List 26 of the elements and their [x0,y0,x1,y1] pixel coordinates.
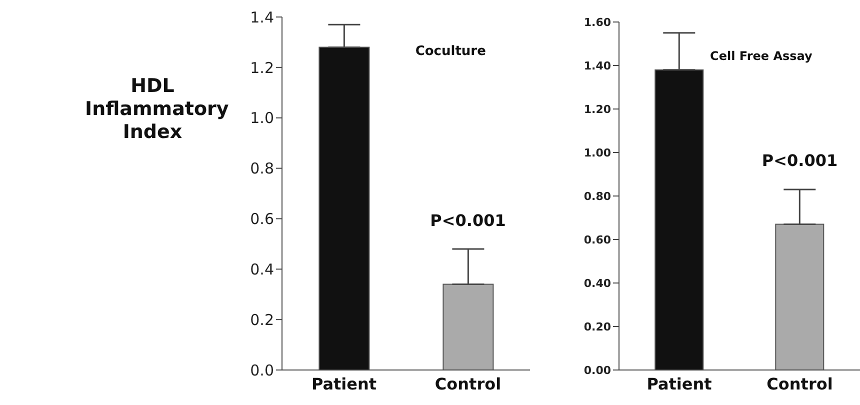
x-tick-label: Control [766,374,833,394]
y-tick-label: 0.20 [584,320,612,334]
y-tick-label: 1.60 [584,16,612,29]
text: Cell Free Assay [709,49,814,63]
y-tick-label: 1.00 [584,146,612,160]
y-tick-label: 0.0 [250,361,274,380]
x-tick-label: Patient [311,374,377,394]
annotation: P<0.001 [760,151,839,172]
y-axis-title: HDL Inflammatory Index [85,75,229,144]
annotation: P<0.001 [429,210,507,231]
y-tick-label: 1.0 [250,109,274,128]
y-tick-label: 1.4 [250,8,274,26]
y-tick-label: 1.2 [250,58,274,77]
x-tick-label: Control [434,374,502,394]
text: Coculture [414,44,487,59]
y-tick-label: 1.40 [584,59,612,72]
y-tick-label: 0.8 [250,160,274,178]
y-tick-label: 0.6 [250,210,274,228]
y-tick-label: 0.4 [250,260,274,278]
y-tick-label: 1.20 [584,102,612,116]
x-tick-label: Patient [646,374,712,394]
y-tick-label: 0.80 [584,190,612,203]
y-tick-label: 0.60 [584,233,612,246]
y-tick-label: 0.2 [250,310,274,329]
y-tick-label: 0.00 [584,364,612,377]
y-tick-label: 0.40 [584,276,612,290]
